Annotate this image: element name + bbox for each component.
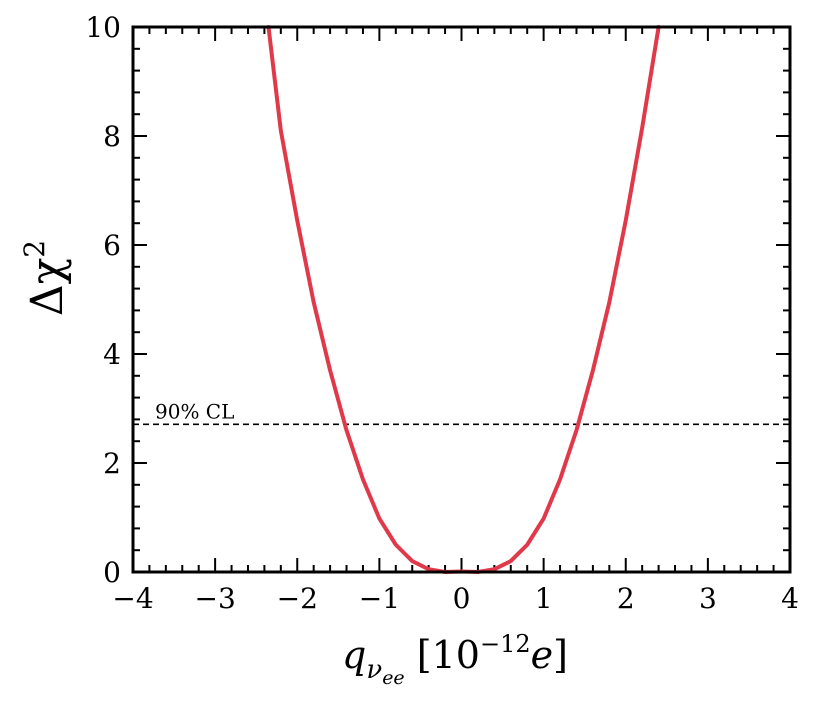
x-axis-label-base: q xyxy=(342,633,366,677)
x-axis-label-subsub: ee xyxy=(382,667,405,689)
y-tick-label: 6 xyxy=(103,229,121,262)
tick-labels: −4 −3 −2 −1 0 1 2 3 4 0 2 4 6 8 10 xyxy=(85,11,799,615)
cl-reference-label: 90% CL xyxy=(155,399,234,423)
y-tick-label: 4 xyxy=(103,338,121,371)
x-axis-label-close: ] xyxy=(553,633,568,677)
plot-frame xyxy=(131,25,792,574)
y-axis-label: Δχ2 xyxy=(18,240,73,316)
x-tick-label: 3 xyxy=(699,582,717,615)
x-tick-label: 0 xyxy=(453,582,471,615)
plot-content: 90% CL xyxy=(133,25,790,574)
x-tick-label: −3 xyxy=(194,582,235,615)
x-axis-label-sub: ν xyxy=(366,655,382,685)
x-tick-label: 2 xyxy=(617,582,635,615)
x-tick-label: 4 xyxy=(781,582,799,615)
x-axis-label-exp: −12 xyxy=(480,630,531,658)
y-tick-label: 10 xyxy=(85,11,121,44)
x-tick-label: −2 xyxy=(277,582,318,615)
x-axis-label: qνee [10−12e] xyxy=(342,630,568,689)
y-tick-label: 2 xyxy=(103,447,121,480)
x-axis-label-open: [10 xyxy=(405,633,480,677)
y-tick-label: 0 xyxy=(103,556,121,589)
x-axis-label-unit: e xyxy=(531,633,554,677)
y-axis-label-exp: 2 xyxy=(18,240,51,258)
y-axis-label-base: Δχ xyxy=(22,258,73,316)
x-tick-label: −1 xyxy=(359,582,400,615)
x-tick-label: 1 xyxy=(535,582,553,615)
delta-chi2-curve xyxy=(266,25,661,574)
ticks xyxy=(132,26,791,573)
y-tick-label: 8 xyxy=(103,120,121,153)
x-tick-label: −4 xyxy=(112,582,153,615)
